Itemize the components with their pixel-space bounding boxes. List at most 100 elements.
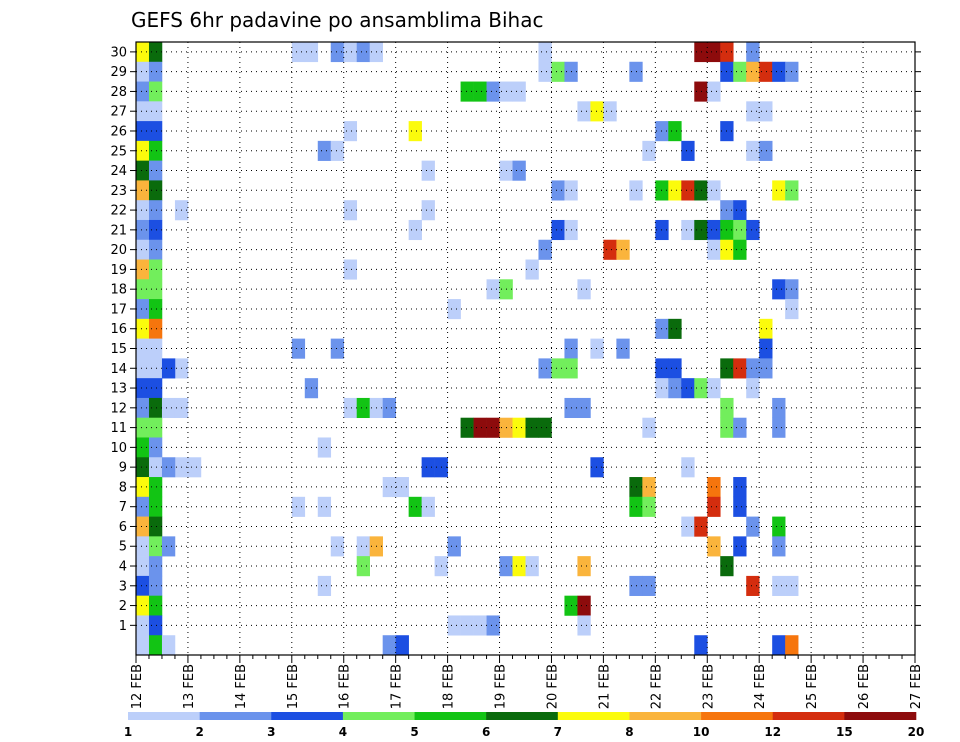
heatmap-cell: [136, 81, 150, 102]
heatmap-cell: [733, 536, 747, 557]
heatmap-cell: [486, 81, 500, 102]
heatmap-cell: [148, 556, 163, 577]
y-tick-label: 18: [110, 283, 127, 298]
heatmap-cell: [759, 318, 773, 339]
heatmap-cell: [148, 595, 163, 616]
heatmap-cell: [460, 81, 474, 102]
heatmap-cell: [525, 556, 539, 577]
colorbar-swatch: [128, 712, 200, 720]
heatmap-cell: [148, 496, 163, 517]
heatmap-cell: [551, 61, 565, 82]
y-tick-label: 4: [119, 560, 127, 575]
heatmap-cell: [707, 180, 721, 201]
axes-layer: 1234567891011121314151617181920212223242…: [110, 41, 924, 709]
colorbar-label: 8: [625, 725, 633, 739]
heatmap-cell: [577, 101, 591, 122]
heatmap-cell: [460, 615, 474, 636]
heatmap-cell: [136, 437, 150, 458]
heatmap-cell: [161, 397, 176, 419]
y-tick-label: 22: [110, 204, 127, 219]
heatmap-cell: [538, 239, 552, 260]
colorbar-swatch: [629, 712, 702, 720]
heatmap-cell: [136, 299, 150, 320]
heatmap-cell: [343, 42, 358, 63]
heatmap-cell: [512, 160, 526, 181]
heatmap-cell: [668, 318, 682, 339]
heatmap-cell: [136, 259, 150, 280]
heatmap-cell: [148, 121, 163, 142]
y-tick-label: 20: [110, 243, 127, 258]
heatmap-cell: [681, 140, 695, 161]
heatmap-cell: [551, 180, 565, 201]
heatmap-cell: [148, 477, 163, 498]
heatmap-cell: [421, 160, 435, 181]
heatmap-cell: [136, 42, 150, 63]
heatmap-cell: [746, 516, 760, 537]
heatmap-cell: [136, 160, 150, 181]
y-tick-label: 28: [110, 85, 127, 100]
y-tick-label: 10: [110, 441, 127, 456]
y-tick-label: 14: [110, 362, 127, 377]
heatmap-cell: [642, 477, 656, 498]
heatmap-cell: [148, 180, 163, 201]
heatmap-cell: [148, 536, 163, 557]
heatmap-cell: [421, 457, 435, 478]
colorbar-label: 10: [693, 725, 710, 739]
heatmap-cell: [447, 536, 461, 557]
colorbar-swatch: [271, 712, 344, 720]
colorbar-label: 7: [554, 725, 562, 739]
heatmap-cell: [681, 516, 695, 537]
heatmap-cell: [512, 417, 526, 438]
heatmap-cell: [148, 61, 163, 82]
heatmap-cell: [330, 536, 345, 557]
heatmap-cell: [681, 378, 695, 399]
x-tick-label: 19 FEB: [494, 664, 509, 709]
heatmap-cell: [694, 219, 708, 241]
heatmap-cell: [136, 219, 150, 241]
heatmap-cell: [551, 219, 565, 241]
heatmap-cell: [136, 121, 150, 142]
heatmap-cell: [733, 417, 747, 438]
heatmap-cell: [512, 556, 526, 577]
heatmap-cell: [525, 259, 539, 280]
x-tick-label: 17 FEB: [390, 664, 405, 709]
heatmap-cell: [136, 575, 150, 596]
heatmap-cell: [161, 358, 176, 379]
y-tick-label: 26: [110, 124, 127, 139]
heatmap-cell: [772, 516, 786, 537]
colorbar-label: 20: [908, 725, 925, 739]
heatmap-cell: [148, 358, 163, 379]
heatmap-cell: [746, 61, 760, 82]
heatmap-cell: [382, 477, 396, 498]
heatmap-cell: [148, 318, 163, 339]
y-tick-label: 5: [119, 540, 127, 555]
heatmap-cell: [785, 635, 799, 656]
colorbar-label: 2: [195, 725, 203, 739]
colorbar-label: 6: [482, 725, 490, 739]
heatmap-cell: [668, 180, 682, 201]
colorbar-swatch: [486, 712, 559, 720]
heatmap-cell: [668, 121, 682, 142]
heatmap-cell: [681, 219, 695, 241]
heatmap-cell: [577, 556, 591, 577]
x-tick-label: 18 FEB: [442, 664, 457, 709]
heatmap-cell: [136, 61, 150, 82]
heatmap-cell: [136, 457, 150, 478]
heatmap-cell: [707, 81, 721, 102]
heatmap-cell: [161, 635, 176, 656]
heatmap-cell: [681, 180, 695, 201]
heatmap-cell: [291, 338, 306, 359]
heatmap-cell: [616, 239, 630, 260]
heatmap-cell: [447, 615, 461, 636]
heatmap-cell: [317, 496, 332, 517]
heatmap-cell: [733, 496, 747, 517]
heatmap-cell: [148, 219, 163, 241]
heatmap-cell: [136, 378, 150, 399]
heatmap-cell: [148, 200, 163, 221]
heatmap-cell: [330, 140, 345, 161]
y-tick-label: 17: [110, 302, 127, 317]
heatmap-cell: [330, 42, 345, 63]
colorbar-swatch: [844, 712, 917, 720]
y-tick-label: 7: [119, 500, 127, 515]
